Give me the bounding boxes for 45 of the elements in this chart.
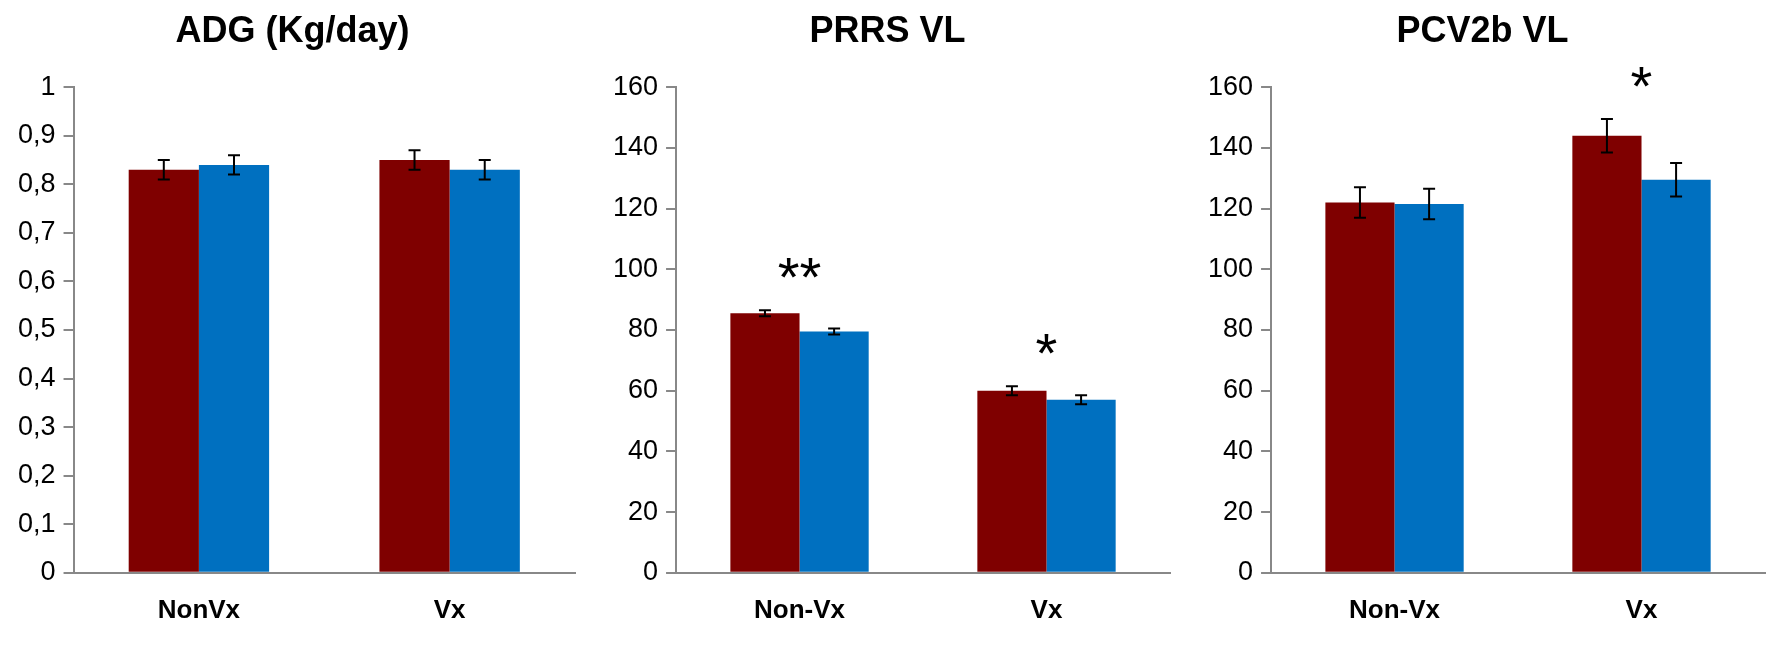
chart-title: ADG (Kg/day) (175, 8, 410, 50)
x-tick-label: Vx (1625, 593, 1658, 624)
y-tick-label: 0,4 (17, 362, 56, 393)
y-tick-label: 80 (628, 313, 659, 344)
y-tick-label: 160 (612, 70, 659, 101)
annotation: ** (777, 244, 822, 308)
y-tick-label: 80 (1223, 313, 1254, 344)
x-tick-label: Vx (1030, 593, 1063, 624)
y-tick-label: 0,5 (17, 313, 56, 344)
x-tick-label: Non-Vx (754, 593, 846, 624)
annotation: * (1035, 320, 1058, 384)
x-tick-label: Non-Vx (1349, 593, 1441, 624)
y-tick-label: 0,1 (17, 507, 56, 538)
y-tick-label: 120 (1207, 192, 1254, 223)
y-tick-label: 0,2 (17, 459, 56, 490)
x-tick-label: NonVx (157, 593, 241, 624)
y-tick-label: 140 (612, 131, 659, 162)
bar (977, 390, 1047, 572)
y-tick-label: 0,9 (17, 119, 56, 150)
y-tick-label: 0,6 (17, 264, 56, 295)
y-tick-label: 140 (1207, 131, 1254, 162)
bar (1046, 399, 1116, 572)
y-tick-label: 40 (628, 434, 659, 465)
y-tick-label: 60 (1223, 374, 1254, 405)
y-tick-label: 1 (40, 70, 56, 101)
y-tick-label: 100 (1207, 252, 1254, 283)
y-tick-label: 100 (612, 252, 659, 283)
y-tick-label: 0 (1238, 556, 1254, 587)
y-tick-label: 0,7 (17, 216, 56, 247)
chart-title: PCV2b VL (1396, 8, 1569, 50)
y-tick-label: 0 (643, 556, 659, 587)
y-tick-label: 0,8 (17, 167, 56, 198)
y-tick-label: 160 (1207, 70, 1254, 101)
x-tick-label: Vx (433, 593, 467, 624)
bar (799, 331, 869, 572)
y-tick-label: 20 (628, 495, 659, 526)
y-tick-label: 20 (1223, 495, 1254, 526)
y-tick-label: 0,3 (17, 410, 56, 441)
bar (730, 313, 800, 572)
annotation: * (1630, 53, 1653, 117)
y-tick-label: 120 (612, 192, 659, 223)
y-tick-label: 60 (628, 374, 659, 405)
y-tick-label: 0 (40, 556, 56, 587)
chart-title: PRRS VL (809, 8, 966, 50)
y-tick-label: 40 (1223, 434, 1254, 465)
